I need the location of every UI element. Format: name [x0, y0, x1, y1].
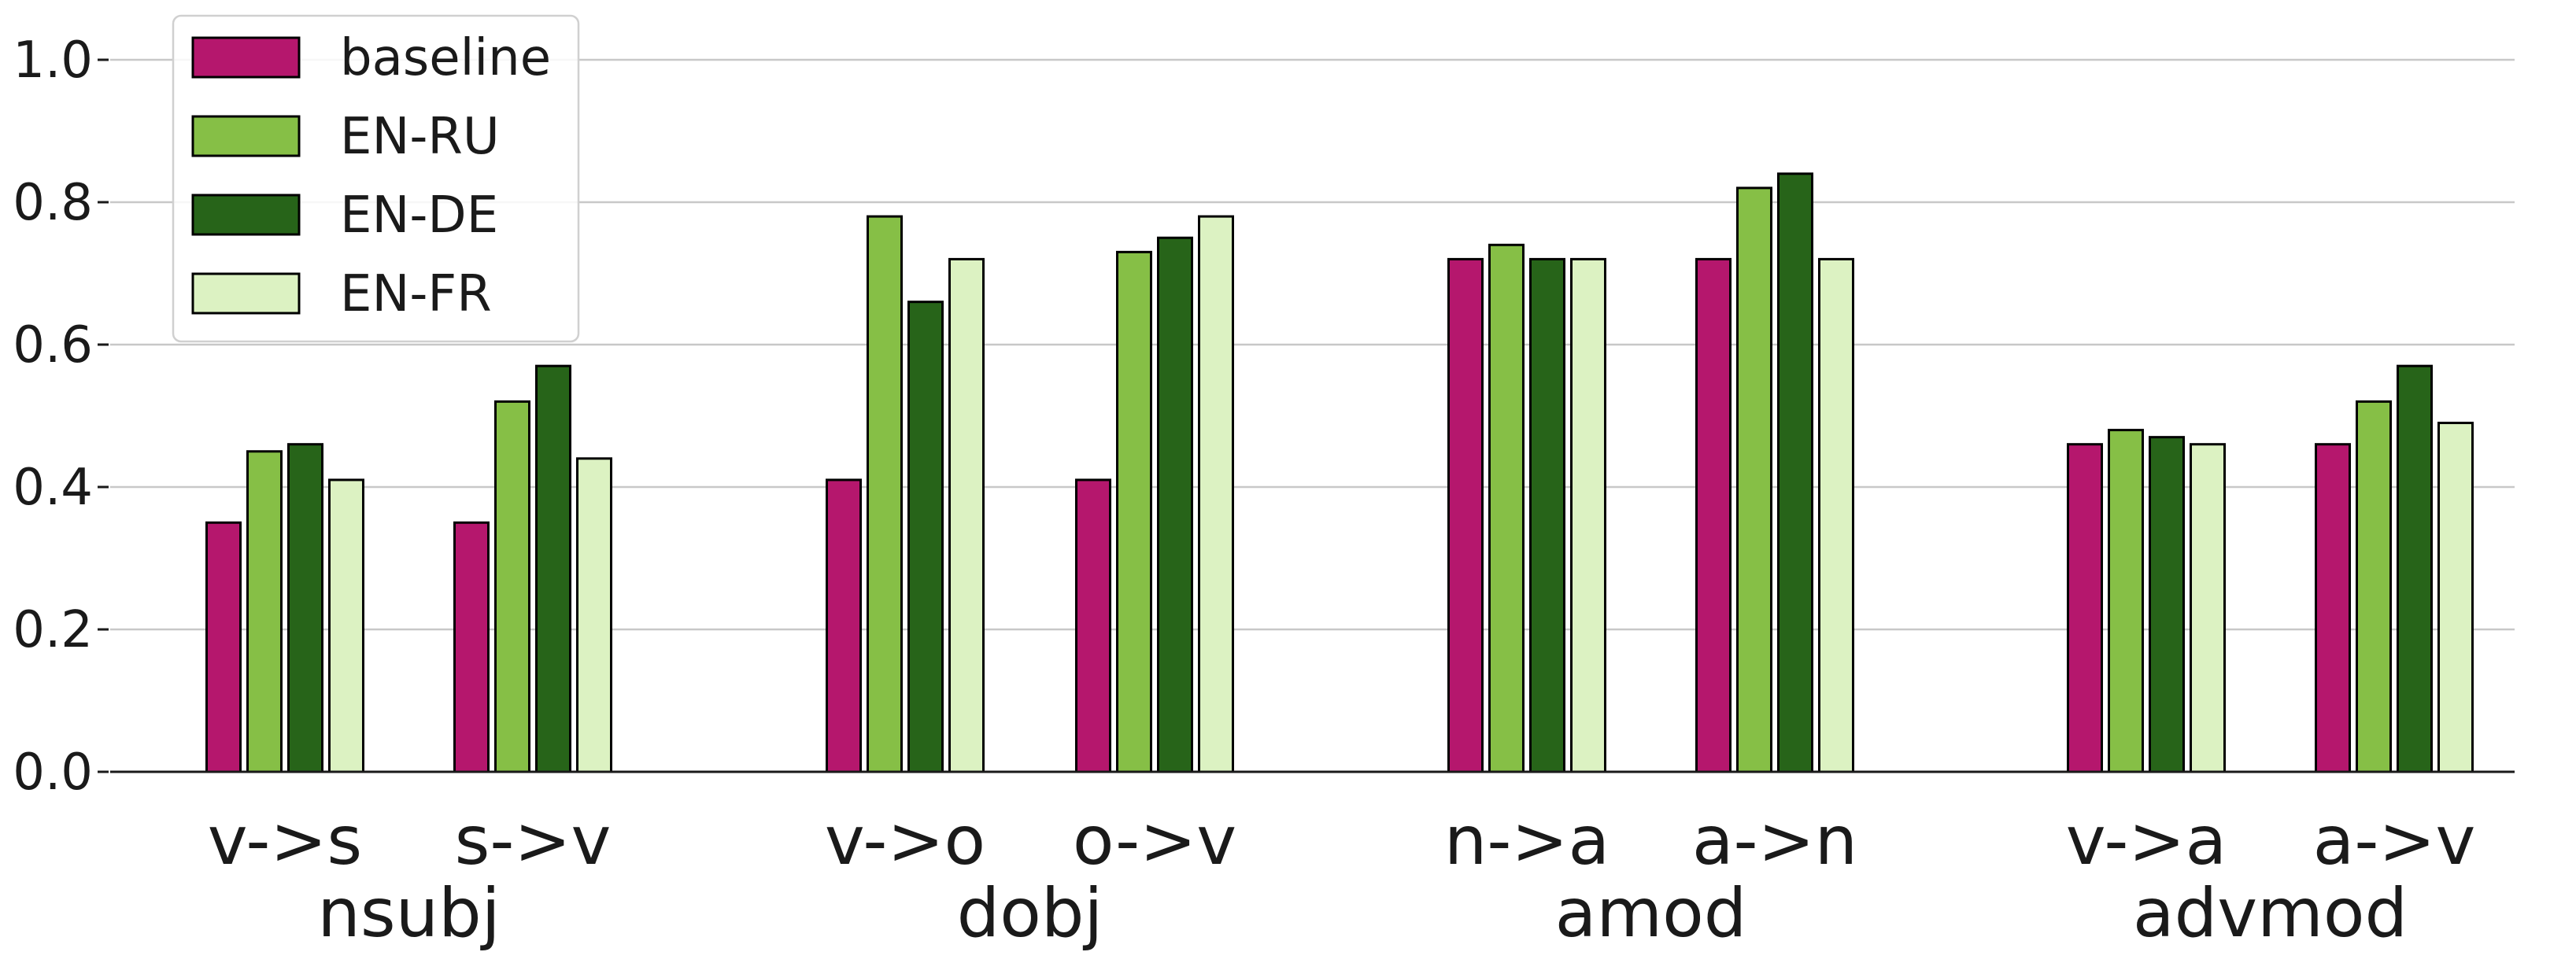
bar	[2067, 443, 2103, 773]
y-tick-label: 0.4	[13, 459, 93, 517]
bar	[576, 457, 612, 773]
group-label: dobj	[957, 874, 1103, 953]
bar	[2356, 400, 2392, 773]
bar	[1695, 257, 1732, 773]
bar	[2315, 443, 2351, 773]
bar	[1736, 186, 1772, 773]
x-tick-label: n->a	[1444, 802, 1610, 880]
legend-label: EN-RU	[340, 108, 500, 166]
group-label: nsubj	[317, 874, 500, 953]
legend-swatch	[191, 272, 301, 315]
x-tick-label: v->s	[208, 802, 362, 880]
group-label: advmod	[2133, 874, 2408, 953]
bar	[2397, 364, 2433, 773]
x-tick-label: a->n	[1692, 802, 1857, 880]
bar	[1777, 172, 1813, 773]
x-tick-label: a->v	[2313, 802, 2476, 880]
bar	[246, 450, 283, 773]
bar	[867, 215, 903, 773]
bar	[453, 521, 490, 773]
bar	[287, 443, 323, 773]
bars	[205, 172, 2474, 773]
bar	[535, 364, 571, 773]
bar	[2437, 422, 2474, 773]
bar	[826, 478, 862, 773]
x-tick-label: o->v	[1073, 802, 1236, 880]
y-tick-label: 0.0	[13, 743, 93, 802]
bar	[1116, 250, 1152, 773]
bar	[1198, 215, 1234, 773]
legend-label: EN-DE	[340, 186, 498, 245]
x-axis-category-labels: v->s s->v v->o o->v n->a a->n v->a a->v	[208, 802, 2476, 880]
x-axis-group-labels: nsubj dobj amod advmod	[317, 874, 2408, 953]
y-tick-label: 0.8	[13, 174, 93, 232]
legend-label: EN-FR	[340, 265, 492, 323]
y-tick-label: 0.6	[13, 316, 93, 374]
legend-label: baseline	[340, 29, 551, 87]
x-tick-label: v->a	[2066, 802, 2227, 880]
legend-entries: baseline EN-RU EN-DE EN-FR	[191, 29, 551, 323]
y-axis-ticks: 0.0 0.2 0.4 0.6 0.8 1.0	[13, 31, 109, 802]
legend-swatch	[191, 194, 301, 236]
legend-swatch	[191, 36, 301, 79]
bar	[2108, 429, 2144, 773]
bar	[205, 521, 242, 773]
bar	[494, 400, 530, 773]
bar	[907, 301, 944, 773]
bar	[2190, 443, 2226, 773]
bar	[1529, 257, 1565, 773]
legend-swatch	[191, 115, 301, 157]
bar	[948, 257, 985, 773]
bar	[1075, 478, 1111, 773]
bar	[1818, 257, 1854, 773]
bar	[1488, 243, 1525, 773]
x-tick-label: s->v	[455, 802, 612, 880]
x-tick-label: v->o	[825, 802, 985, 880]
bar	[1157, 236, 1193, 773]
bar	[328, 478, 364, 773]
bar	[2149, 436, 2185, 773]
legend: baseline EN-RU EN-DE EN-FR	[172, 14, 580, 343]
legend-frame	[172, 14, 580, 343]
group-label: amod	[1555, 874, 1747, 953]
bar	[1447, 257, 1484, 773]
y-tick-label: 0.2	[13, 601, 93, 659]
bar	[1570, 257, 1606, 773]
y-tick-label: 1.0	[13, 31, 93, 90]
